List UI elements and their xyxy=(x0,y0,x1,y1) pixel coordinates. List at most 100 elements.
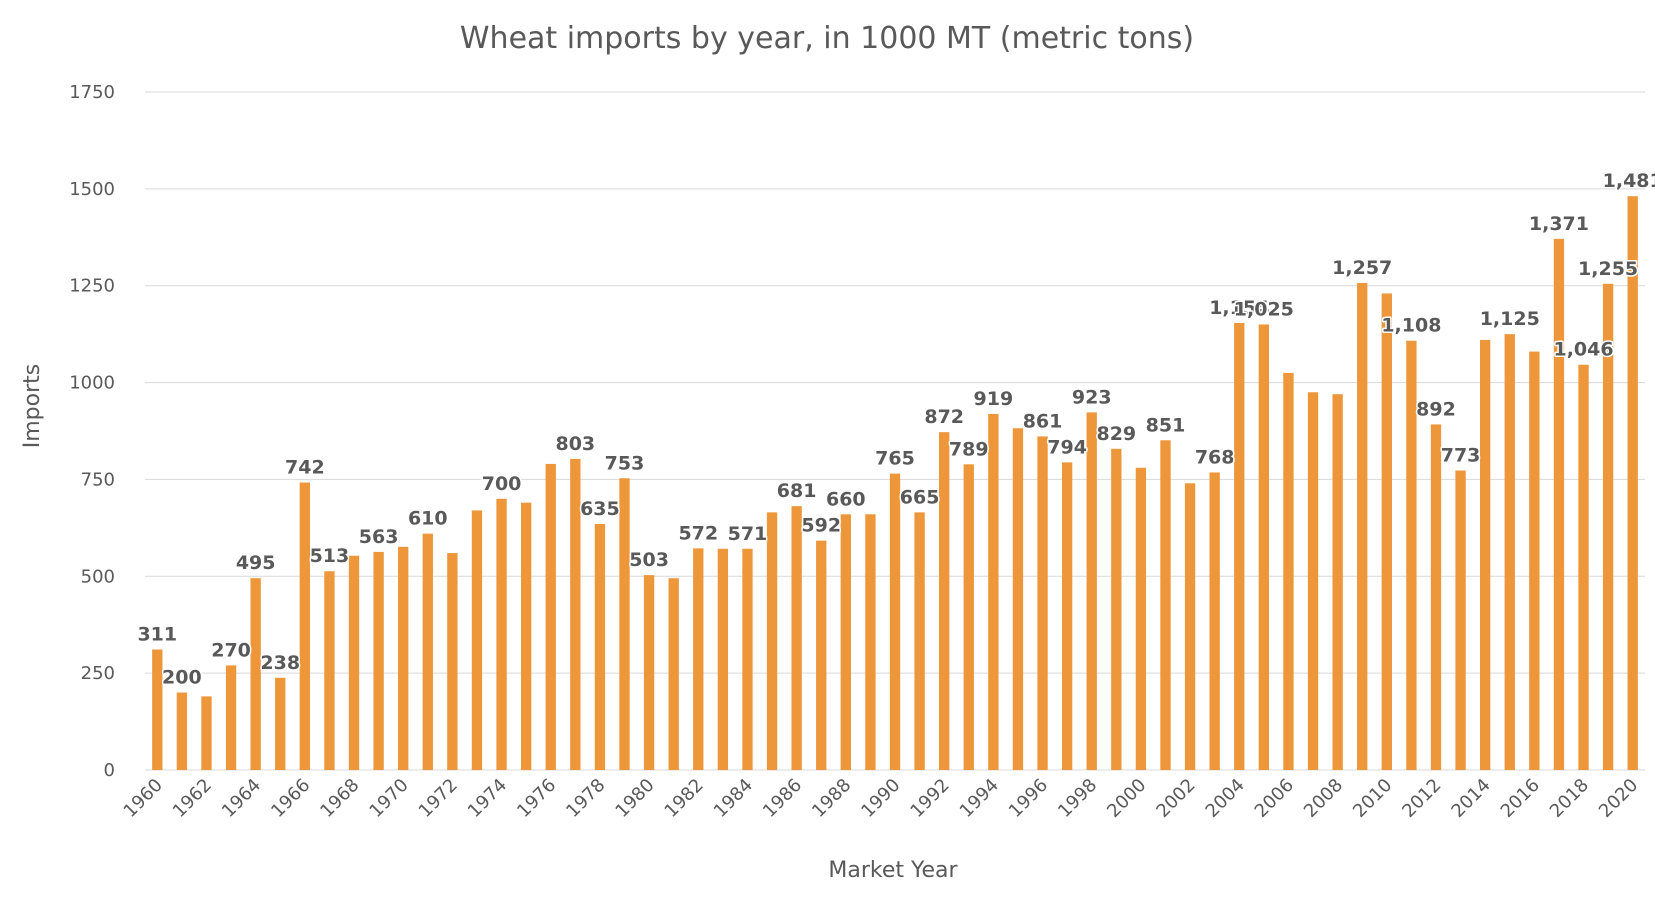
data-label-1969: 563 xyxy=(359,526,399,548)
x-tick-label-1980: 1980 xyxy=(611,775,658,822)
data-label-1964: 495 xyxy=(236,552,276,574)
bar-2003 xyxy=(1209,472,1220,770)
bar-1966 xyxy=(299,482,310,770)
bar-2001 xyxy=(1160,440,1171,770)
bar-2010 xyxy=(1381,293,1392,770)
x-tick-label-1988: 1988 xyxy=(808,775,855,822)
x-tick-label-1996: 1996 xyxy=(1005,775,1052,822)
bar-2019 xyxy=(1602,283,1614,770)
y-tick-label-1750: 1750 xyxy=(69,82,115,103)
x-tick-label-2008: 2008 xyxy=(1300,775,1347,822)
y-tick-label-750: 750 xyxy=(81,469,115,490)
bar-1991 xyxy=(914,512,925,770)
x-tick-label-1964: 1964 xyxy=(218,775,265,822)
bar-1975 xyxy=(520,502,532,770)
data-label-2005: 1,025 xyxy=(1234,298,1294,320)
data-label-1991: 665 xyxy=(900,486,940,508)
bar-2009 xyxy=(1357,283,1368,770)
x-tick-label-1994: 1994 xyxy=(956,775,1003,822)
data-label-2017: 1,371 xyxy=(1529,213,1589,235)
data-label-1971: 610 xyxy=(408,508,448,530)
bar-1988 xyxy=(840,514,851,770)
data-label-2020: 1,481 xyxy=(1603,170,1655,192)
data-label-2001: 851 xyxy=(1146,414,1186,436)
bar-2002 xyxy=(1184,483,1196,770)
x-tick-label-1966: 1966 xyxy=(267,775,314,822)
data-label-2019: 1,255 xyxy=(1578,258,1638,280)
bar-2007 xyxy=(1307,392,1319,770)
bar-2015 xyxy=(1504,334,1515,770)
data-label-1987: 592 xyxy=(801,515,841,537)
bar-1963 xyxy=(225,665,237,770)
x-tick-label-2010: 2010 xyxy=(1349,775,1396,822)
data-label-2018: 1,046 xyxy=(1553,339,1613,361)
bar-1983 xyxy=(717,548,729,770)
x-tick-label-1998: 1998 xyxy=(1054,775,1101,822)
bar-1984 xyxy=(742,548,753,770)
x-tick-label-1960: 1960 xyxy=(120,775,167,822)
chart-title: Wheat imports by year, in 1000 MT (metri… xyxy=(460,21,1194,56)
data-label-1990: 765 xyxy=(875,448,915,470)
x-tick-label-1962: 1962 xyxy=(169,775,216,822)
bar-2006 xyxy=(1283,372,1294,770)
data-label-1984: 571 xyxy=(728,523,768,545)
bar-1964 xyxy=(250,578,261,770)
bar-2013 xyxy=(1455,470,1466,770)
x-tick-label-2006: 2006 xyxy=(1251,775,1298,822)
bar-1994 xyxy=(988,413,999,770)
x-tick-label-2012: 2012 xyxy=(1398,775,1445,822)
bar-1965 xyxy=(275,677,286,770)
bar-1997 xyxy=(1061,462,1073,770)
x-tick-label-2020: 2020 xyxy=(1595,775,1642,822)
bar-1989 xyxy=(865,514,876,770)
bar-1979 xyxy=(619,478,630,770)
x-tick-label-1984: 1984 xyxy=(710,775,757,822)
x-tick-label-1976: 1976 xyxy=(513,775,560,822)
bar-1973 xyxy=(471,510,483,770)
data-label-1967: 513 xyxy=(310,545,350,567)
x-tick-label-1982: 1982 xyxy=(661,775,708,822)
bar-1970 xyxy=(398,546,409,770)
bar-1993 xyxy=(963,464,974,770)
data-label-1997: 794 xyxy=(1047,436,1087,458)
y-tick-label-250: 250 xyxy=(81,663,115,684)
x-tick-label-2002: 2002 xyxy=(1152,775,1199,822)
data-label-1961: 200 xyxy=(162,667,202,689)
x-tick-label-2014: 2014 xyxy=(1447,775,1494,822)
bar-2005 xyxy=(1258,324,1270,770)
bar-1998 xyxy=(1086,412,1097,770)
bar-1987 xyxy=(816,540,827,770)
bar-1978 xyxy=(594,523,606,770)
x-tick-label-1992: 1992 xyxy=(906,775,953,822)
bar-1962 xyxy=(201,696,212,770)
bar-1968 xyxy=(348,555,360,770)
data-label-1979: 753 xyxy=(605,452,645,474)
bar-1992 xyxy=(939,432,950,770)
x-tick-label-1972: 1972 xyxy=(415,775,462,822)
data-label-1965: 238 xyxy=(260,652,300,674)
data-label-1980: 503 xyxy=(629,549,669,571)
bar-1980 xyxy=(643,575,655,770)
data-label-2003: 768 xyxy=(1195,446,1235,468)
bar-1981 xyxy=(668,578,679,770)
data-label-1963: 270 xyxy=(211,639,251,661)
data-label-2013: 773 xyxy=(1441,445,1481,467)
y-tick-label-0: 0 xyxy=(104,760,115,781)
bar-1976 xyxy=(545,463,556,770)
data-label-1977: 803 xyxy=(555,433,595,455)
data-label-1986: 681 xyxy=(777,480,817,502)
bar-1995 xyxy=(1012,428,1024,770)
bar-2000 xyxy=(1135,467,1147,770)
data-label-1966: 742 xyxy=(285,457,325,479)
data-labels: 311 200 270 495 238 742 513 563 610 700 803 635 753 5… xyxy=(136,169,1655,690)
data-label-1993: 789 xyxy=(949,438,989,460)
bar-1961 xyxy=(176,692,188,770)
bar-1990 xyxy=(889,473,901,770)
bar-2011 xyxy=(1406,340,1417,770)
data-label-1999: 829 xyxy=(1096,423,1136,445)
bar-2008 xyxy=(1332,394,1343,770)
y-tick-label-500: 500 xyxy=(81,566,115,587)
bar-2004 xyxy=(1234,322,1245,770)
